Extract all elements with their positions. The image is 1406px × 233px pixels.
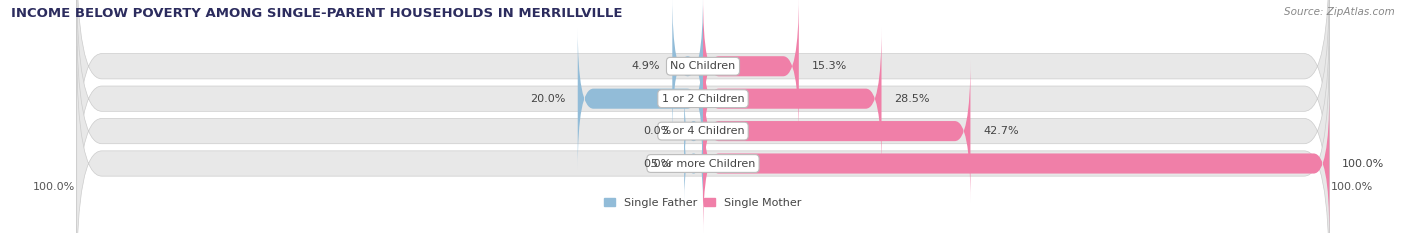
Text: 5 or more Children: 5 or more Children: [651, 158, 755, 168]
FancyBboxPatch shape: [77, 14, 1329, 233]
FancyBboxPatch shape: [703, 0, 799, 137]
Text: 4.9%: 4.9%: [631, 61, 659, 71]
FancyBboxPatch shape: [77, 46, 1329, 233]
Text: 100.0%: 100.0%: [1331, 182, 1374, 192]
FancyBboxPatch shape: [703, 93, 1329, 233]
Text: 0.0%: 0.0%: [644, 126, 672, 136]
FancyBboxPatch shape: [672, 0, 703, 137]
FancyBboxPatch shape: [578, 28, 703, 170]
Text: 28.5%: 28.5%: [894, 94, 929, 104]
Text: No Children: No Children: [671, 61, 735, 71]
Text: Source: ZipAtlas.com: Source: ZipAtlas.com: [1284, 7, 1395, 17]
Text: 1 or 2 Children: 1 or 2 Children: [662, 94, 744, 104]
Text: 42.7%: 42.7%: [983, 126, 1018, 136]
FancyBboxPatch shape: [685, 93, 703, 170]
Text: 3 or 4 Children: 3 or 4 Children: [662, 126, 744, 136]
FancyBboxPatch shape: [685, 125, 703, 202]
Text: 15.3%: 15.3%: [811, 61, 846, 71]
Text: INCOME BELOW POVERTY AMONG SINGLE-PARENT HOUSEHOLDS IN MERRILLVILLE: INCOME BELOW POVERTY AMONG SINGLE-PARENT…: [11, 7, 623, 20]
Text: 100.0%: 100.0%: [1341, 158, 1384, 168]
Text: 0.0%: 0.0%: [644, 158, 672, 168]
FancyBboxPatch shape: [77, 0, 1329, 216]
FancyBboxPatch shape: [703, 28, 882, 170]
Legend: Single Father, Single Mother: Single Father, Single Mother: [600, 193, 806, 212]
FancyBboxPatch shape: [77, 0, 1329, 183]
Text: 20.0%: 20.0%: [530, 94, 565, 104]
Text: 100.0%: 100.0%: [32, 182, 75, 192]
FancyBboxPatch shape: [703, 60, 970, 202]
